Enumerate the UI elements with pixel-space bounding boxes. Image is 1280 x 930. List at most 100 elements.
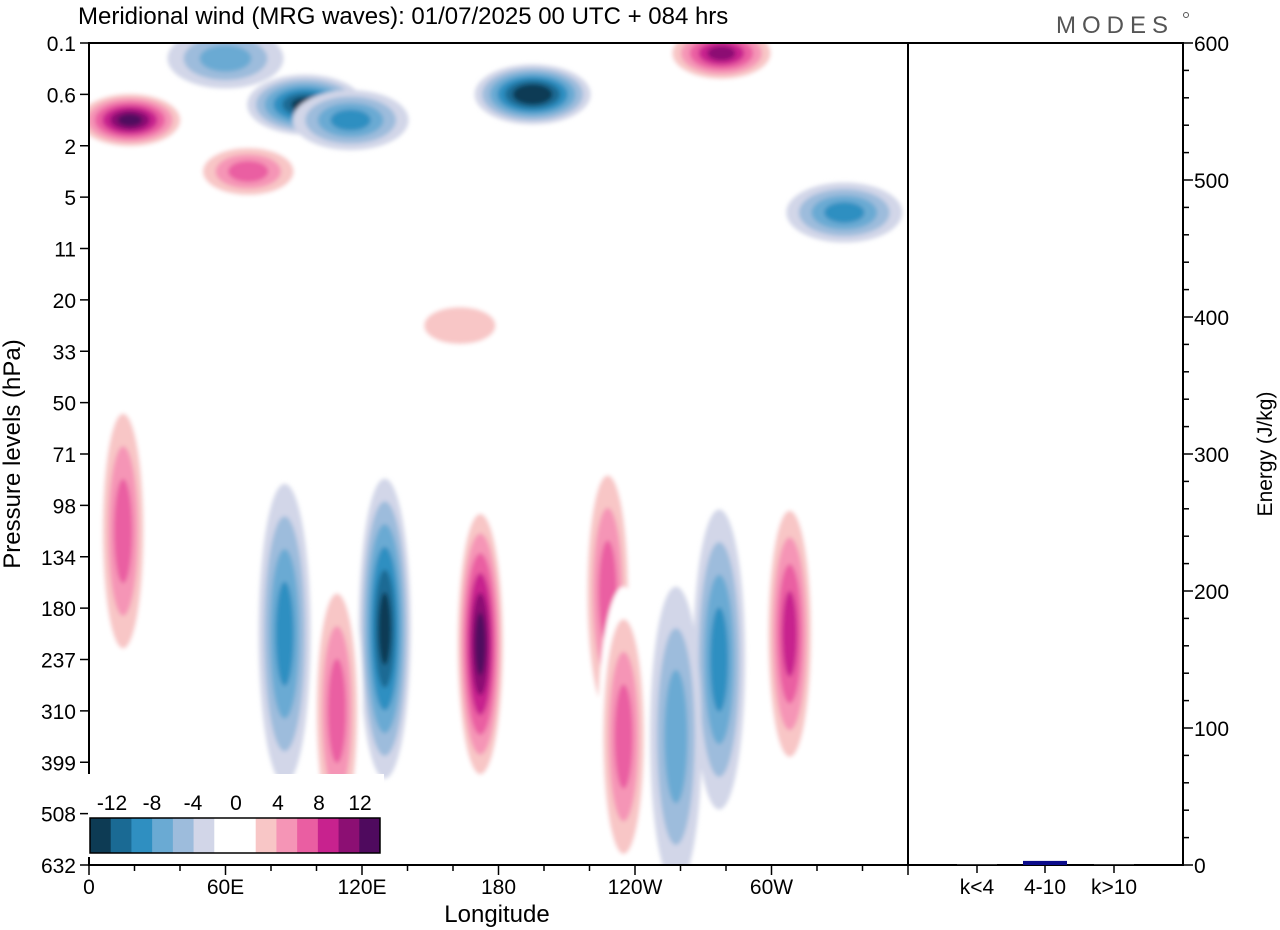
y-tick-label: 0.6 — [47, 84, 76, 107]
x-tick-label: 120E — [337, 876, 386, 899]
energy-tick-label: 400 — [1194, 307, 1229, 330]
wind-anomaly-cell — [401, 295, 518, 356]
y-tick-label: 399 — [41, 752, 76, 775]
y-tick-label: 71 — [53, 444, 76, 467]
y-tick-label: 134 — [41, 547, 76, 570]
contour-field — [89, 43, 908, 865]
energy-tick-label: 200 — [1194, 581, 1229, 604]
y-tick-label: 2 — [64, 136, 76, 159]
y-tick-label: 0.1 — [47, 33, 76, 56]
x-tick-label: 120W — [608, 876, 663, 899]
contour-band — [275, 581, 294, 686]
x-tick-label: 0 — [83, 876, 95, 899]
energy-category-label: k>10 — [1091, 876, 1137, 899]
x-axis-label: Longitude — [444, 901, 549, 928]
contour-band — [707, 46, 736, 61]
colorbar-swatch — [172, 818, 195, 853]
chart-title: Meridional wind (MRG waves): 01/07/2025 … — [78, 3, 728, 30]
colorbar-swatch — [110, 818, 132, 853]
wind-anomaly-cell — [474, 64, 591, 125]
energy-bar — [957, 864, 997, 865]
colorbar-label: 8 — [313, 792, 325, 815]
contour-band — [424, 307, 496, 345]
colorbar-swatch — [193, 818, 215, 853]
colorbar-label: 0 — [230, 792, 242, 815]
colorbar-frame — [89, 817, 381, 854]
energy-bar — [1023, 860, 1067, 865]
energy-tick-label: 100 — [1194, 718, 1229, 741]
wind-anomaly-cell — [358, 478, 411, 779]
colorbar-swatch — [338, 818, 360, 853]
energy-bar — [1094, 864, 1134, 865]
energy-panel-frame — [907, 42, 1184, 866]
wind-anomaly-cell — [190, 141, 307, 202]
contour-band — [710, 607, 729, 712]
energy-tick-label: 0 — [1194, 855, 1206, 878]
colorbar-swatch — [359, 818, 381, 853]
wind-anomaly-cell — [763, 483, 816, 784]
contour-band — [664, 669, 688, 804]
colorbar-swatch — [152, 818, 174, 853]
y-tick-label: 632 — [41, 855, 76, 878]
colorbar-swatch — [276, 818, 298, 853]
y-axis-label: Pressure levels (hPa) — [0, 339, 26, 568]
y-tick-label: 508 — [41, 804, 76, 827]
y-tick-label: 50 — [53, 393, 76, 416]
colorbar-swatch — [131, 818, 153, 853]
contour-band — [114, 478, 133, 584]
x-tick-label: 60E — [207, 876, 244, 899]
y-tick-label: 11 — [54, 239, 76, 262]
contour-band — [330, 109, 371, 131]
y-tick-label: 98 — [53, 495, 76, 518]
contour-band — [474, 612, 486, 676]
colorbar-label: -8 — [143, 792, 162, 815]
y-tick-label: 5 — [64, 187, 76, 210]
energy-tick-label: 600 — [1194, 33, 1229, 56]
contour-band — [378, 592, 392, 666]
energy-axis: 0 100 200 300 400 500 600 k<4 4-10 k>10 — [960, 33, 1229, 899]
energy-tick-label: 300 — [1194, 444, 1229, 467]
colorbar-label: -12 — [97, 792, 127, 815]
wind-anomaly-cell — [167, 43, 284, 89]
colorbar-swatch — [214, 818, 236, 853]
wind-anomaly-cell — [454, 494, 507, 795]
y-tick-label: 33 — [53, 341, 76, 364]
colorbar: -12 -8 -4 0 4 8 12 — [88, 774, 384, 857]
contour-band — [824, 202, 865, 223]
colorbar-swatch — [297, 818, 319, 853]
wind-anomaly-cell — [89, 90, 188, 151]
registered-mark-icon — [1183, 12, 1189, 18]
wind-anomaly-cell — [786, 182, 903, 243]
energy-bars — [957, 860, 1134, 865]
wind-anomaly-cell — [663, 43, 780, 84]
wind-anomaly-cell — [597, 586, 650, 865]
energy-category-label: k<4 — [960, 876, 995, 899]
colorbar-swatch — [90, 818, 112, 853]
y-tick-label: 237 — [41, 650, 76, 673]
contour-band — [199, 45, 252, 72]
colorbar-label: 4 — [272, 792, 284, 815]
modes-logo: MODES — [1056, 12, 1189, 39]
contour-band — [327, 658, 347, 764]
energy-tick-label: 500 — [1194, 170, 1229, 193]
colorbar-swatch — [317, 818, 340, 853]
colorbar-label: -4 — [184, 792, 203, 815]
wind-anomaly-cell — [693, 509, 746, 810]
energy-category-label: 4-10 — [1024, 876, 1066, 899]
wind-anomaly-cell — [97, 381, 150, 682]
contour-band — [614, 684, 633, 789]
contour-band — [117, 113, 143, 127]
y-tick-label: 310 — [41, 701, 76, 724]
y-tick-label: 180 — [41, 598, 76, 621]
colorbar-label: 12 — [348, 792, 371, 815]
x-tick-label: 60W — [750, 876, 793, 899]
logo-text: MODES — [1056, 12, 1174, 39]
colorbar-swatch — [235, 818, 257, 853]
colorbar-swatch — [255, 818, 277, 853]
energy-axis-label: Energy (J/kg) — [1254, 392, 1277, 517]
wind-anomaly-cell — [292, 90, 409, 151]
contour-band — [228, 161, 269, 182]
wind-anomaly-cell — [649, 586, 702, 865]
y-tick-label: 20 — [53, 290, 76, 313]
